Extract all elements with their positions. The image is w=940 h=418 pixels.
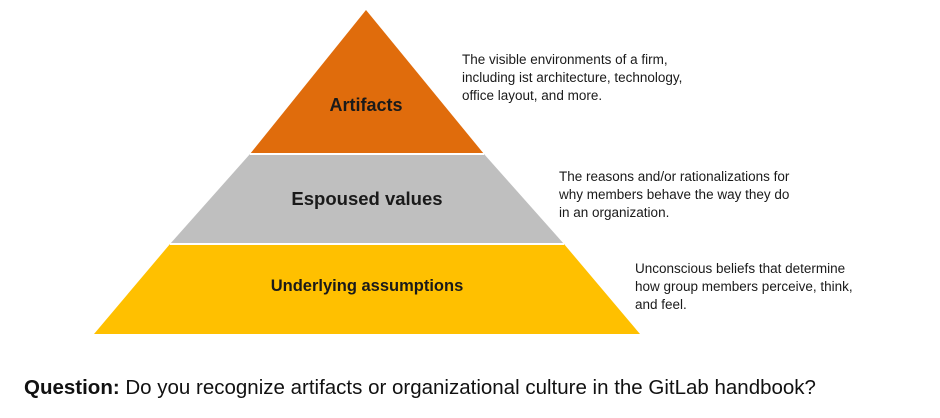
- description-line: and feel.: [635, 297, 687, 312]
- description-line: The reasons and/or rationalizations for: [559, 169, 790, 184]
- description-line: office layout, and more.: [462, 88, 603, 103]
- description-line: The visible environments of a firm,: [462, 52, 668, 67]
- pyramid-layer-espoused-values: [170, 154, 564, 244]
- description-artifacts: The visible environments of a firm, incl…: [462, 51, 682, 105]
- question-text: Question: Do you recognize artifacts or …: [24, 376, 816, 400]
- pyramid-layer-underlying-assumptions: [94, 244, 640, 334]
- description-line: including ist architecture, technology,: [462, 70, 683, 85]
- layer-label-underlying-assumptions: Underlying assumptions: [270, 277, 464, 295]
- layer-label-espoused-values: Espoused values: [291, 188, 443, 209]
- question-body: Do you recognize artifacts or organizati…: [119, 376, 816, 399]
- description-espoused-values: The reasons and/or rationalizations for …: [559, 168, 789, 222]
- question-prefix: Question:: [24, 376, 120, 399]
- layer-label-artifacts: Artifacts: [329, 95, 403, 115]
- description-line: how group members perceive, think,: [635, 279, 853, 294]
- description-line: in an organization.: [559, 205, 670, 220]
- description-line: Unconscious beliefs that determine: [635, 261, 846, 276]
- pyramid-layer-artifacts: [250, 10, 484, 154]
- description-underlying-assumptions: Unconscious beliefs that determine how g…: [635, 260, 853, 314]
- description-line: why members behave the way they do: [559, 187, 790, 202]
